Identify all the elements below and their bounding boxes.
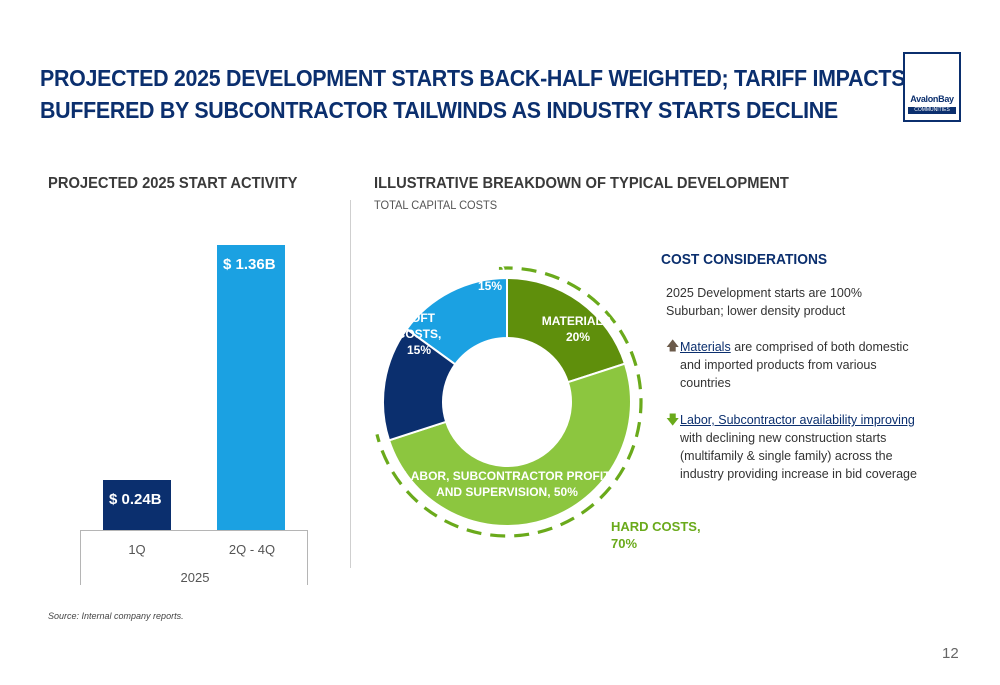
section-divider <box>350 200 351 568</box>
hard-costs-label-line-1: HARD COSTS, <box>611 519 701 534</box>
cost-consideration-materials: Materials are comprised of both domestic… <box>680 338 920 392</box>
cost-considerations-title: COST CONSIDERATIONS <box>661 251 828 268</box>
materials-bold-text: Materials <box>680 340 731 354</box>
slice-labor <box>387 362 632 527</box>
right-section-title: ILLUSTRATIVE BREAKDOWN OF TYPICAL DEVELO… <box>374 175 789 192</box>
hard-costs-dashed-arc <box>375 266 643 538</box>
slice-label-land: LAND, 15% <box>472 263 509 293</box>
up-arrow-icon: 🡅 <box>666 338 680 353</box>
source-note: Source: Internal company reports. <box>48 611 184 621</box>
avalonbay-logo: AvalonBay COMMUNITIES <box>903 52 961 122</box>
page-title-line-1: PROJECTED 2025 DEVELOPMENT STARTS BACK-H… <box>40 65 906 91</box>
page-number: 12 <box>942 645 959 662</box>
hard-costs-label: HARD COSTS, 70% <box>611 518 701 552</box>
slice-label-materials: MATERIALS, 20% <box>542 314 614 344</box>
cost-considerations-intro: 2025 Development starts are 100% Suburba… <box>666 286 862 318</box>
bar-value-label-1q: $ 0.24B <box>109 490 162 508</box>
down-arrow-icon: 🡇 <box>666 412 680 427</box>
hard-costs-label-line-2: 70% <box>611 536 638 551</box>
bar-value-label-2q-4q: $ 1.36B <box>223 256 276 273</box>
bar-1q: $ 0.24B <box>103 479 171 530</box>
cost-consideration-labor: Labor, Subcontractor availability improv… <box>680 411 920 483</box>
slice-label-soft-costs: SOFT COSTS, 15% <box>397 311 442 357</box>
materials-text: are comprised of both domestic and impor… <box>680 340 909 390</box>
right-section-subtitle: TOTAL CAPITAL COSTS <box>374 198 498 212</box>
x-axis-left-border <box>80 530 81 585</box>
page-title-line-2: BUFFERED BY SUBCONTRACTOR TAILWINDS AS I… <box>40 97 838 123</box>
x-axis-right-border <box>307 530 308 585</box>
x-group-label-2025: 2025 <box>180 570 210 585</box>
x-tick-label-2q-4q: 2Q - 4Q <box>228 542 276 557</box>
logo-name: AvalonBay <box>910 94 954 104</box>
x-axis-line <box>80 530 308 531</box>
bar-2q-4q: $ 1.36B <box>217 245 285 530</box>
left-section-title: PROJECTED 2025 START ACTIVITY <box>48 175 298 192</box>
x-tick-label-1q: 1Q <box>128 542 146 557</box>
labor-bold-text: Labor, Subcontractor availability improv… <box>680 413 915 427</box>
page-title: PROJECTED 2025 DEVELOPMENT STARTS BACK-H… <box>40 62 906 126</box>
slice-soft-costs <box>382 327 457 442</box>
slice-label-labor: LABOR, SUBCONTRACTOR PROFIT AND SUPERVISI… <box>403 469 611 499</box>
labor-text: with declining new construction starts (… <box>680 431 917 481</box>
logo-sub: COMMUNITIES <box>908 107 956 114</box>
